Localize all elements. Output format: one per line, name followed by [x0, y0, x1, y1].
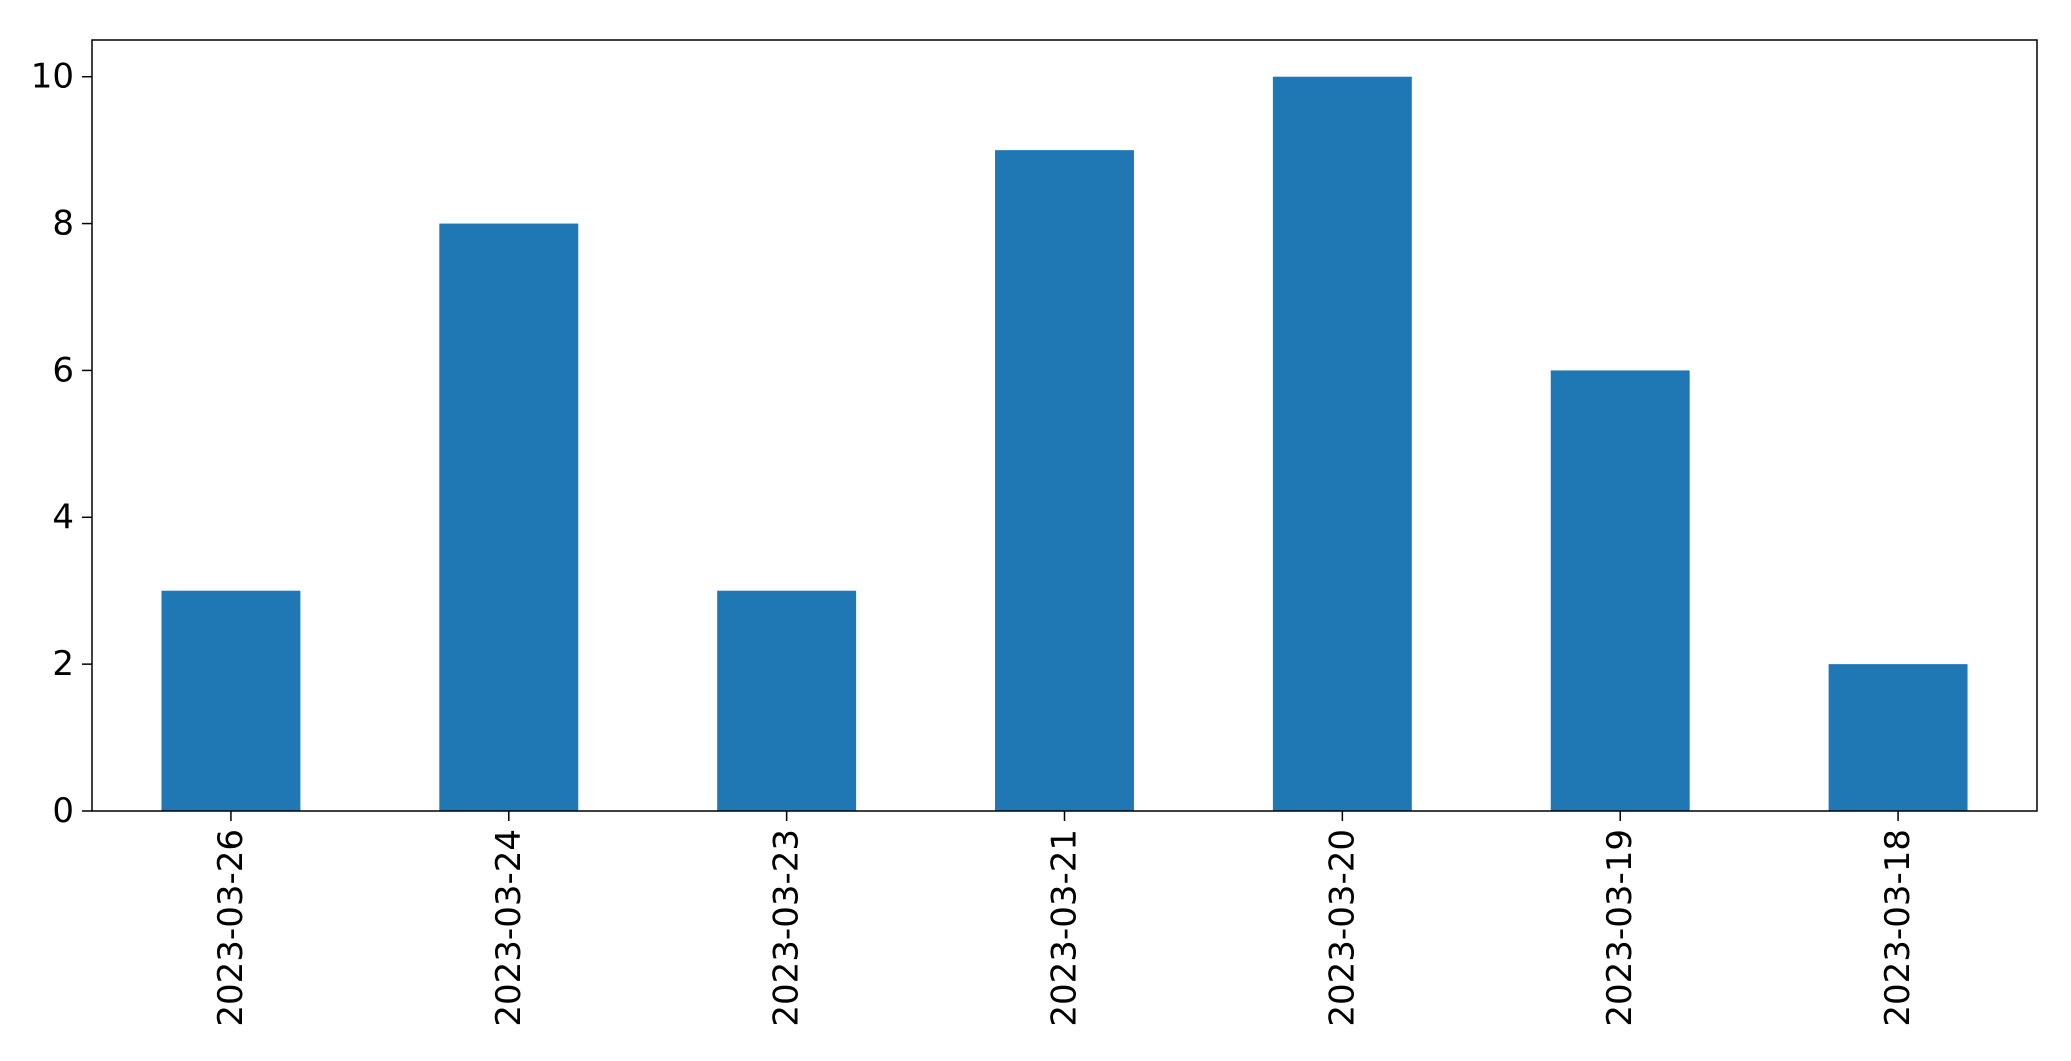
- x-tick-label: 2023-03-21: [1045, 829, 1085, 1027]
- y-tick-label: 2: [52, 644, 74, 684]
- x-tick-label: 2023-03-23: [767, 829, 807, 1027]
- x-tick-label: 2023-03-20: [1322, 829, 1362, 1027]
- bar-2023-03-20: [1272, 76, 1412, 811]
- y-tick-label: 4: [52, 497, 74, 537]
- y-tick-label: 6: [52, 350, 74, 390]
- x-tick-label: 2023-03-18: [1878, 829, 1918, 1027]
- bar-2023-03-18: [1828, 664, 1968, 811]
- bar-2023-03-19: [1550, 370, 1690, 811]
- y-tick-label: 0: [52, 791, 74, 831]
- y-tick-label: 8: [52, 204, 74, 244]
- bar-2023-03-23: [717, 590, 857, 811]
- bar-2023-03-26: [161, 590, 301, 811]
- x-axis: 2023-03-26 2023-03-24 2023-03-23 2023-03-21…: [211, 811, 1918, 1027]
- bars-group: [161, 76, 1968, 812]
- bar-2023-03-21: [995, 150, 1134, 812]
- x-tick-label: 2023-03-24: [489, 829, 529, 1027]
- y-tick-label: 10: [31, 57, 74, 97]
- y-axis: 0 2 4 6 8 10: [31, 57, 92, 831]
- x-tick-label: 2023-03-19: [1600, 829, 1640, 1027]
- plot-frame: [91, 39, 2038, 812]
- x-tick-label: 2023-03-26: [211, 829, 251, 1027]
- bar-2023-03-24: [439, 223, 579, 812]
